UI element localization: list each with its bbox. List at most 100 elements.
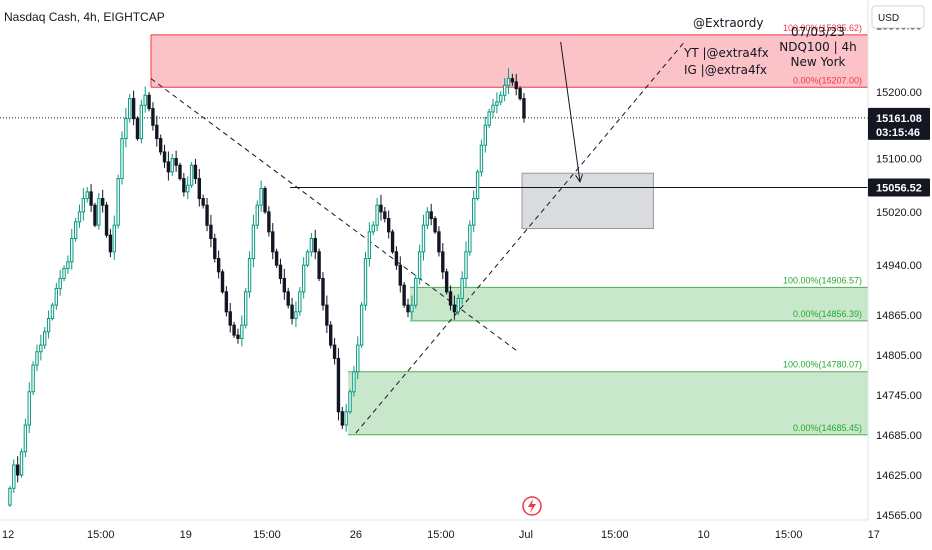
price-tick-label: 14940.00 bbox=[876, 260, 922, 272]
currency-button[interactable]: USD bbox=[871, 5, 925, 29]
candle-body bbox=[66, 261, 70, 269]
candle-body bbox=[205, 204, 209, 226]
candle-body bbox=[495, 101, 499, 106]
candle-body bbox=[274, 251, 279, 266]
candle-body bbox=[472, 198, 476, 226]
time-tick-label: 26 bbox=[350, 529, 362, 541]
note-session: New York bbox=[791, 55, 846, 69]
candle-body bbox=[317, 251, 321, 279]
candle-body bbox=[70, 238, 74, 263]
candle-body bbox=[375, 204, 379, 226]
lightning-icon[interactable] bbox=[522, 496, 542, 516]
currency-button-frame[interactable] bbox=[871, 5, 925, 29]
candle-body bbox=[406, 304, 410, 313]
candle-body bbox=[19, 451, 24, 476]
candle-body bbox=[383, 211, 387, 220]
symbol-title: Nasdaq Cash, 4h, EIGHTCAP bbox=[4, 10, 165, 24]
candle-body bbox=[139, 104, 144, 140]
zone-supply-bottom-label: 0.00%(15207.00) bbox=[793, 75, 862, 85]
candle-body bbox=[441, 251, 445, 273]
candle-body bbox=[251, 224, 256, 259]
candle-body bbox=[398, 264, 402, 286]
candle-body bbox=[321, 277, 325, 306]
candle-body bbox=[267, 211, 271, 233]
zone-demand-upper[interactable] bbox=[409, 287, 868, 321]
zone-demand-lower[interactable] bbox=[348, 371, 868, 435]
candle-body bbox=[491, 104, 495, 113]
target-box[interactable] bbox=[521, 172, 654, 230]
time-tick-label: Jul bbox=[519, 529, 533, 541]
price-tick-label: 15020.00 bbox=[876, 207, 922, 219]
candle-body bbox=[479, 144, 484, 173]
candle-body bbox=[85, 191, 89, 200]
candle-body bbox=[255, 204, 259, 226]
zones-layer bbox=[150, 34, 868, 436]
candle-body bbox=[487, 111, 491, 126]
price-tick-label: 14745.00 bbox=[876, 390, 922, 402]
candle-body bbox=[31, 364, 35, 393]
candle-body bbox=[128, 98, 132, 120]
zone-demand-upper-bottom-label: 0.00%(14856.39) bbox=[793, 309, 862, 319]
candle-body bbox=[278, 264, 283, 279]
candle-body bbox=[363, 258, 368, 306]
note-instagram: IG |@extra4fx bbox=[684, 63, 767, 77]
price-tick-label: 14685.00 bbox=[876, 430, 922, 442]
candle-body bbox=[224, 291, 229, 313]
candle-body bbox=[425, 211, 430, 226]
candle-body bbox=[414, 277, 418, 306]
candle-body bbox=[417, 251, 422, 279]
candle-body bbox=[155, 124, 159, 140]
candle-body bbox=[502, 84, 507, 96]
candle-body bbox=[348, 391, 352, 413]
candle-body bbox=[43, 331, 47, 346]
candle-body bbox=[178, 164, 182, 180]
candle-body bbox=[340, 411, 345, 426]
trendline-ascending[interactable] bbox=[355, 41, 685, 434]
candle-body bbox=[421, 224, 426, 253]
candle-body bbox=[197, 178, 202, 200]
candle-body bbox=[232, 324, 236, 336]
candle-body bbox=[73, 221, 78, 240]
candle-body bbox=[263, 188, 267, 213]
candle-body bbox=[104, 204, 109, 236]
candle-body bbox=[158, 138, 163, 153]
candle-body bbox=[499, 94, 503, 103]
candle-body bbox=[54, 287, 59, 306]
price-tick-label: 14865.00 bbox=[876, 310, 922, 322]
currency-label: USD bbox=[878, 13, 899, 24]
candle-body bbox=[386, 218, 391, 233]
candle-body bbox=[518, 88, 522, 100]
forecast-arrow-head bbox=[575, 174, 583, 184]
candle-body bbox=[506, 78, 511, 86]
last-price-value: 15161.08 bbox=[876, 113, 922, 125]
author-notes: @Extraordy YT |@extra4fx IG |@extra4fx 0… bbox=[683, 16, 857, 77]
candle-body bbox=[89, 191, 93, 206]
note-instrument: NDQ100 | 4h bbox=[779, 40, 856, 54]
candle-body bbox=[23, 424, 28, 453]
level-price-value: 15056.52 bbox=[876, 183, 922, 195]
candle-body bbox=[97, 198, 101, 226]
candle-body bbox=[151, 108, 155, 126]
candle-body bbox=[483, 124, 488, 146]
candle-body bbox=[468, 224, 472, 253]
candle-body bbox=[166, 161, 171, 173]
time-tick-label: 15:00 bbox=[87, 529, 115, 541]
candle-body bbox=[201, 198, 205, 206]
candle-body bbox=[271, 231, 275, 253]
forecast-arrow[interactable] bbox=[560, 41, 581, 182]
candle-body bbox=[170, 158, 174, 173]
candle-body bbox=[39, 344, 43, 353]
candle-body bbox=[12, 464, 16, 489]
candle-body bbox=[247, 258, 252, 293]
candle-body bbox=[309, 238, 314, 253]
price-tick-label: 15200.00 bbox=[876, 87, 922, 99]
candle-body bbox=[371, 224, 375, 233]
candle-body bbox=[62, 267, 66, 279]
time-tick-label: 15:00 bbox=[427, 529, 455, 541]
candle-body bbox=[356, 344, 360, 373]
last-price-tag bbox=[868, 107, 930, 140]
note-handle: @Extraordy bbox=[693, 16, 763, 30]
candle-body bbox=[429, 211, 433, 220]
